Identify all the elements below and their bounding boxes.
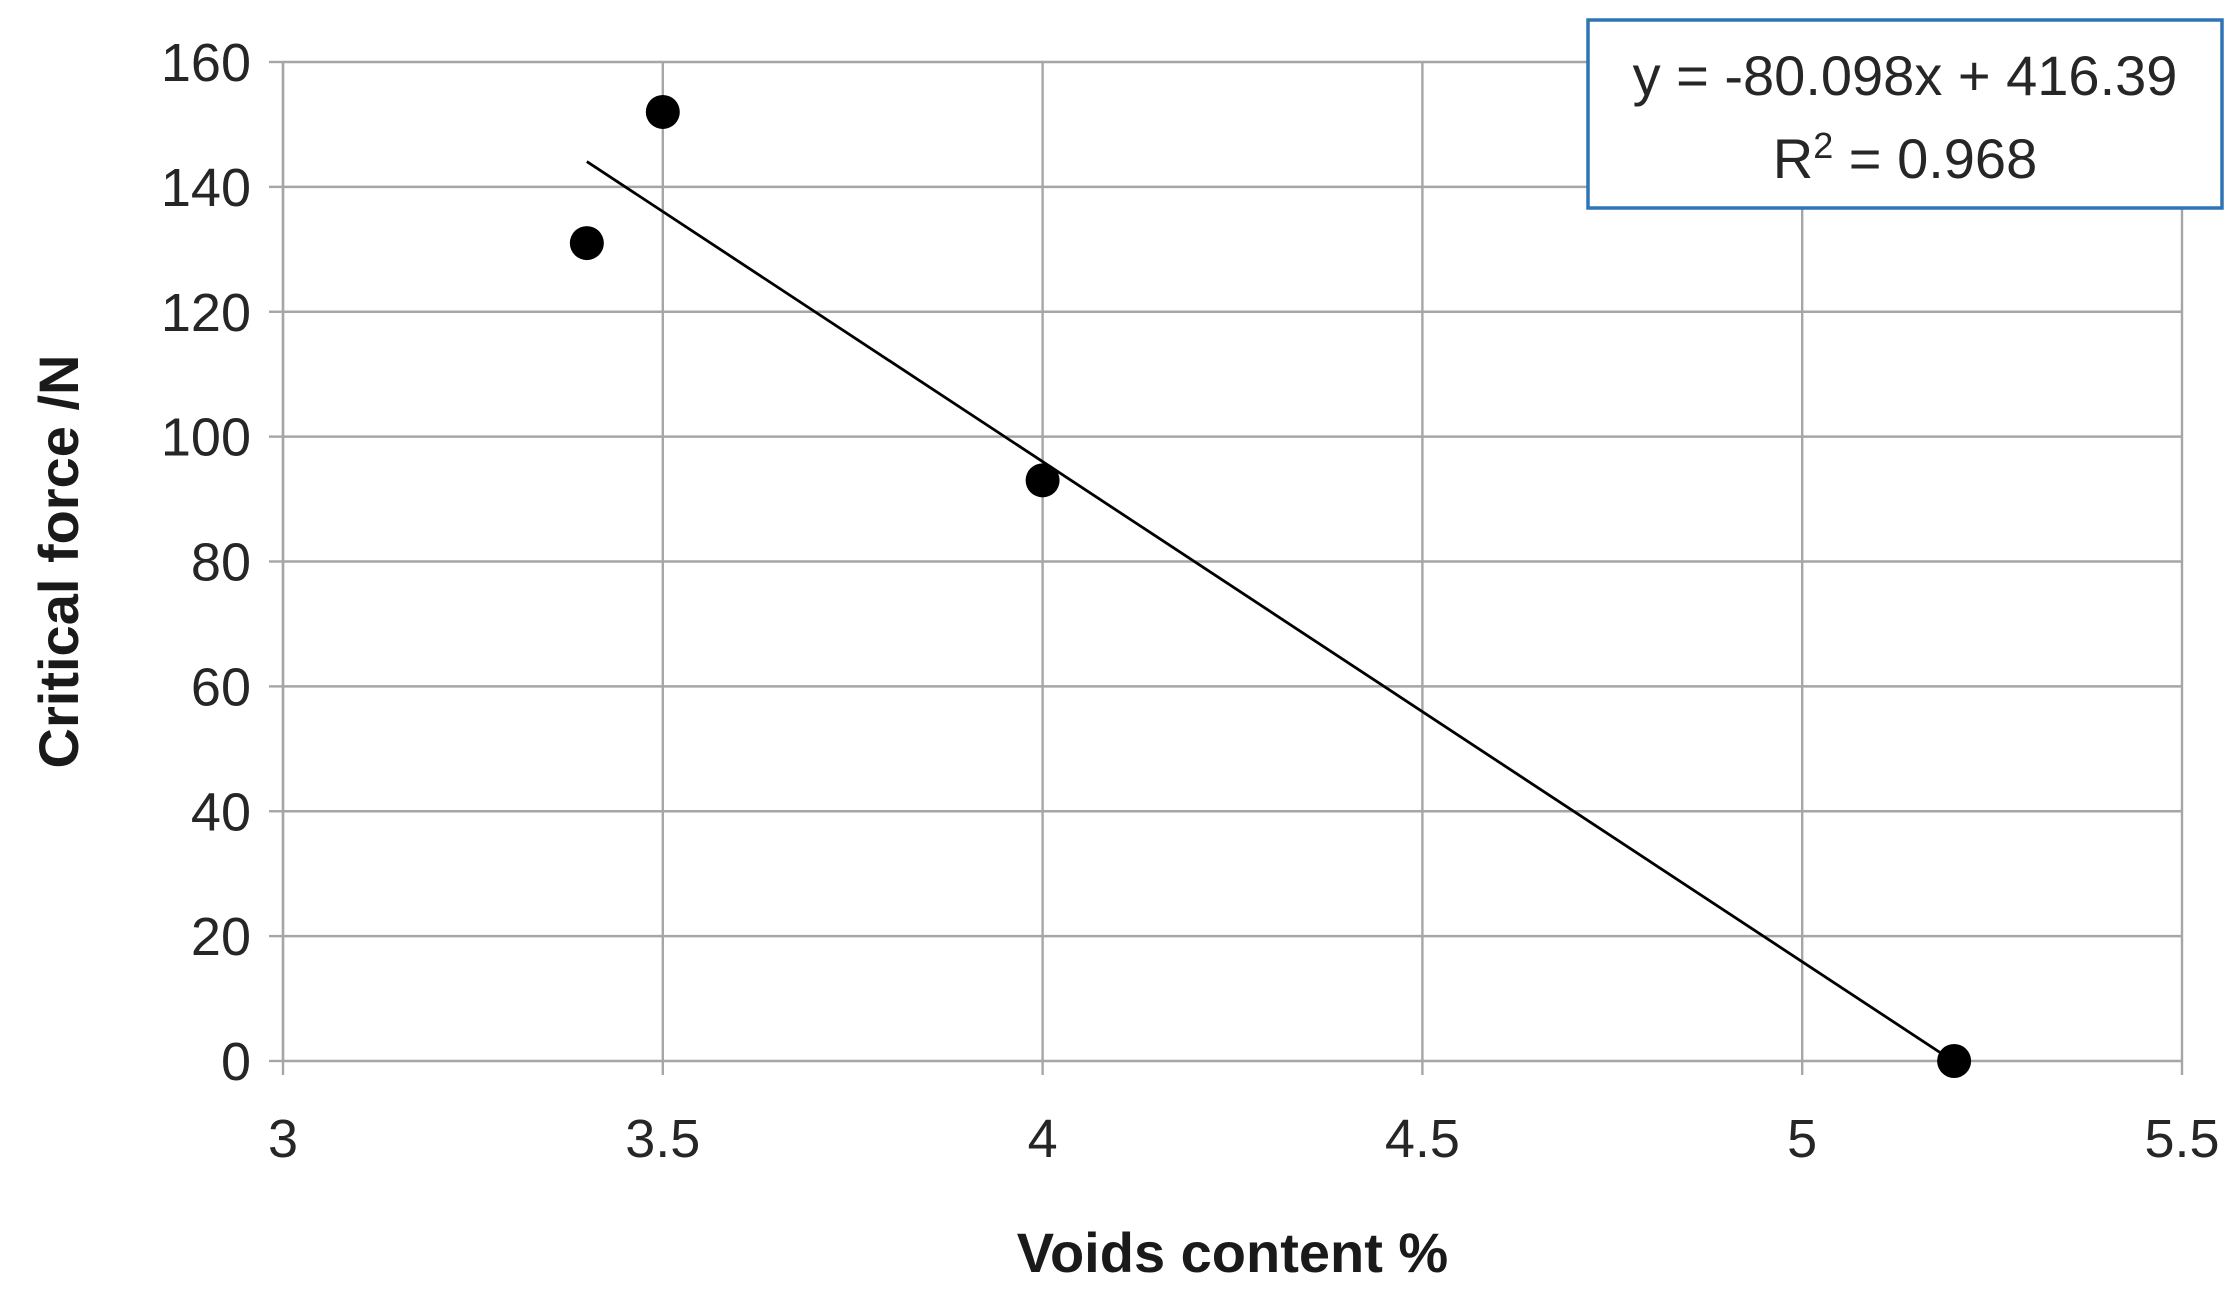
data-point: [569, 226, 604, 261]
x-axis-title: Voids content %: [1017, 1221, 1448, 1284]
data-point: [1937, 1044, 1972, 1078]
data-point: [1025, 463, 1060, 498]
y-tick-label: 160: [161, 33, 251, 93]
y-tick-label: 100: [161, 408, 251, 468]
y-tick-label: 120: [161, 283, 251, 343]
r-squared-exponent: 2: [1813, 125, 1833, 166]
trendline-equation: y = -80.098x + 416.39: [1633, 44, 2178, 107]
annotation-box: [1586, 18, 2224, 210]
x-tick-label: 5: [1787, 1109, 1817, 1169]
x-tick-label: 5.5: [2144, 1109, 2219, 1169]
y-tick-label: 60: [191, 657, 251, 717]
y-tick-label: 40: [191, 782, 251, 842]
r-squared-label: R2 = 0.968: [1773, 125, 2037, 190]
tick-labels: 0 20 40 60 80 100 120 140 160 3 3.5 4 4.5 5 5.5: [161, 33, 2220, 1169]
y-tick-label: 0: [221, 1032, 251, 1092]
y-tick-label: 80: [191, 533, 251, 593]
data-points: [569, 94, 1972, 1078]
y-tick-label: 20: [191, 907, 251, 967]
trendline: [586, 160, 1955, 1063]
y-tick-label: 140: [161, 158, 251, 218]
x-tick-label: 4: [1028, 1109, 1058, 1169]
y-axis-title: Critical force /N: [27, 355, 90, 769]
x-tick-label: 3: [268, 1109, 298, 1169]
r-squared-prefix: R: [1773, 127, 1813, 190]
grid-lines: [281, 60, 2184, 1061]
x-tick-label: 3.5: [625, 1109, 700, 1169]
x-tick-label: 4.5: [1385, 1109, 1460, 1169]
r-squared-value: = 0.968: [1833, 127, 2037, 190]
axes: [269, 60, 2184, 1075]
trendline-annotation: y = -80.098x + 416.39 R2 = 0.968: [1586, 18, 2224, 210]
trendline-layer: [586, 160, 1955, 1063]
data-point: [645, 94, 680, 129]
